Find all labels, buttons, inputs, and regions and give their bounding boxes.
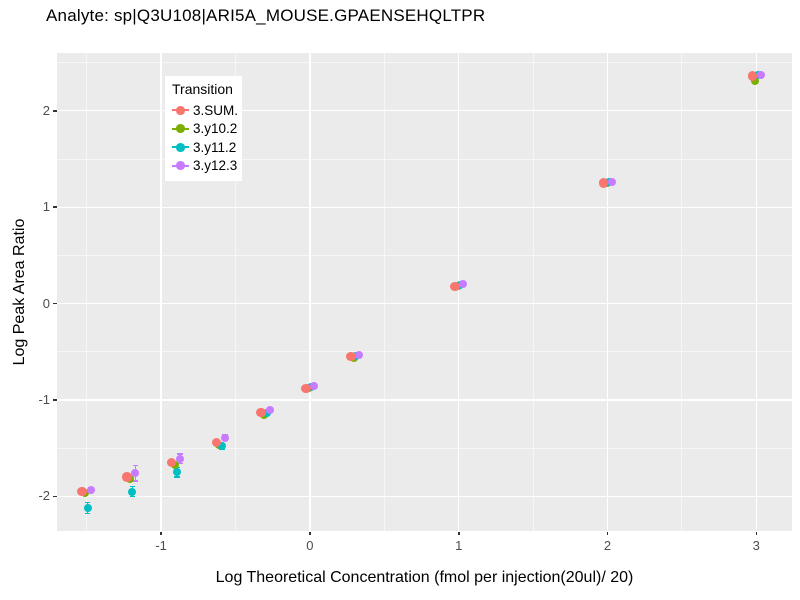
x-tick-mark <box>309 531 311 535</box>
data-point <box>346 351 356 362</box>
gridline-major-v <box>606 53 609 531</box>
x-tick-label: -1 <box>155 538 167 553</box>
error-bar-cap <box>84 501 91 503</box>
data-point <box>608 178 616 187</box>
data-point <box>459 280 468 289</box>
gridline-major-h <box>57 399 792 401</box>
error-bar-cap <box>129 486 136 488</box>
error-bar-cap <box>177 453 183 455</box>
data-point <box>265 405 274 414</box>
legend-label: 3.y10.2 <box>193 121 238 137</box>
x-tick-mark <box>160 531 162 535</box>
y-tick-label: -1 <box>38 391 50 407</box>
error-bar-cap <box>177 462 183 465</box>
data-point <box>86 485 95 494</box>
data-point <box>77 486 87 497</box>
x-axis-label: Log Theoretical Concentration (fmol per … <box>215 569 634 586</box>
x-tick-label: 1 <box>455 538 463 553</box>
error-bar-cap <box>132 480 139 482</box>
x-tick-label: 0 <box>306 538 314 553</box>
error-bar-cap <box>84 513 91 515</box>
data-point <box>131 469 140 478</box>
data-point <box>122 472 132 482</box>
y-axis-label: Log Peak Area Ratio <box>11 218 28 366</box>
y-tick-label: 2 <box>42 102 50 118</box>
error-bar-cap <box>129 495 136 498</box>
data-point <box>128 487 137 496</box>
legend: Transition 3.SUM. 3.y10.2 3.y11.2 3.y12.3 <box>165 76 242 181</box>
gridline-major-v <box>755 53 757 531</box>
legend-item: 3.SUM. <box>172 101 242 120</box>
legend-item: 3.y12.3 <box>172 157 242 176</box>
legend-label: 3.y11.2 <box>193 139 237 155</box>
gridline-minor-v <box>532 53 534 531</box>
y-tick-label: 1 <box>42 199 50 215</box>
x-tick-mark <box>458 531 460 535</box>
gridline-minor-h <box>57 351 792 353</box>
error-bar-cap <box>132 464 139 467</box>
x-tick-mark <box>755 531 757 535</box>
legend-label: 3.SUM. <box>193 102 239 118</box>
data-point <box>598 178 609 188</box>
data-point <box>747 71 757 81</box>
y-tick-mark <box>53 110 57 112</box>
legend-key-pointline-icon <box>172 120 189 137</box>
x-tick-label: 2 <box>603 538 612 553</box>
gridline-minor-v <box>383 53 385 531</box>
gridline-major-v <box>309 53 311 531</box>
data-point <box>83 503 92 512</box>
data-point <box>256 407 266 418</box>
legend-key-pointline-icon <box>172 139 189 156</box>
legend-title: Transition <box>172 81 233 97</box>
x-tick-mark <box>606 531 609 535</box>
legend-item: 3.y11.2 <box>172 138 242 157</box>
legend-key-pointline-icon <box>172 157 189 174</box>
data-point <box>166 457 177 468</box>
gridline-major-h <box>57 206 792 208</box>
gridline-minor-h <box>57 62 792 64</box>
data-point <box>756 71 765 80</box>
y-tick-label: 0 <box>42 295 50 311</box>
data-point <box>217 442 226 451</box>
gridline-major-h <box>57 495 792 497</box>
data-point <box>176 454 185 463</box>
data-point <box>220 433 229 442</box>
data-point <box>450 281 460 291</box>
data-point <box>262 409 271 418</box>
data-point <box>751 76 760 85</box>
gridline-minor-h <box>57 158 792 160</box>
gridline-major-h <box>57 110 792 112</box>
error-bar-cap <box>174 476 180 478</box>
gridline-minor-h <box>57 254 792 256</box>
gridline-major-v <box>160 53 162 531</box>
y-tick-label: -2 <box>38 488 50 504</box>
y-tick-mark <box>53 302 57 305</box>
gridline-major-v <box>458 53 460 531</box>
y-tick-mark <box>53 206 57 208</box>
chart-title: Analyte: sp|Q3U108|ARI5A_MOUSE.GPAENSEHQ… <box>46 6 486 25</box>
legend-items: 3.SUM. 3.y10.2 3.y11.2 3.y12.3 <box>172 101 242 175</box>
data-point <box>211 437 222 448</box>
legend-item: 3.y10.2 <box>172 120 242 139</box>
data-point <box>355 350 364 359</box>
gridline-major-h <box>57 302 792 305</box>
gridline-minor-v <box>86 53 88 531</box>
data-point <box>310 382 319 391</box>
gridline-minor-v <box>681 53 683 531</box>
gridline-minor-v <box>235 53 236 531</box>
data-point <box>301 383 311 394</box>
y-tick-mark <box>53 495 57 498</box>
legend-key-pointline-icon <box>172 102 189 119</box>
legend-label: 3.y12.3 <box>193 158 238 174</box>
y-tick-mark <box>53 399 57 401</box>
gridline-minor-h <box>57 447 792 449</box>
x-tick-label: 3 <box>752 538 760 553</box>
data-point <box>173 468 182 477</box>
